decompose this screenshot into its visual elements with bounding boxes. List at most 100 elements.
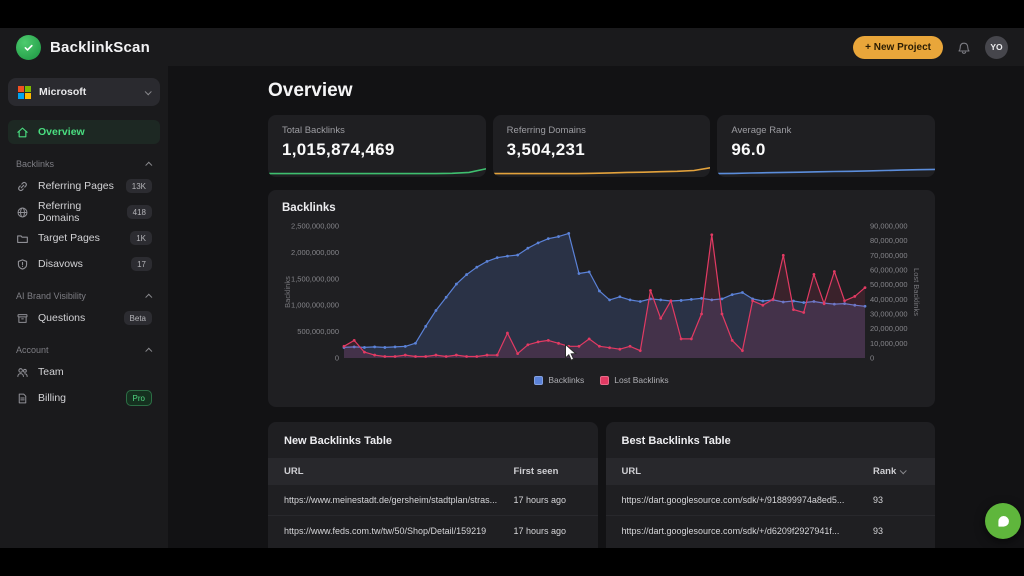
backlinkscan-logo-icon: [16, 34, 41, 60]
count-badge: 1K: [130, 231, 152, 245]
link-icon: [16, 179, 30, 193]
sparkline-chart: [493, 165, 711, 177]
best-backlinks-table: Best Backlinks Table URL Rank https://da…: [605, 422, 936, 548]
column-header-first-seen: First seen: [513, 466, 559, 477]
notifications-bell-icon[interactable]: [956, 39, 972, 55]
sparkline-chart: [717, 165, 935, 177]
sidebar: Microsoft Overview Backlinks: [0, 66, 168, 548]
stat-value: 96.0: [731, 140, 766, 159]
sidebar-item-label: Target Pages: [38, 232, 100, 244]
top-bar-actions: + New Project YO: [853, 35, 1008, 59]
url-cell[interactable]: https://dart.googlesource.com/sdk/+/d620…: [621, 526, 840, 536]
section-backlinks[interactable]: Backlinks: [16, 159, 153, 169]
stat-label: Referring Domains: [506, 125, 586, 136]
new-project-button[interactable]: + New Project: [853, 35, 943, 59]
svg-text:0: 0: [335, 354, 339, 363]
sidebar-item-referring-pages[interactable]: Referring Pages 13K: [8, 174, 160, 198]
svg-text:500,000,000: 500,000,000: [297, 327, 339, 336]
table-row[interactable]: https://dart.googlesource.com/sdk/+/d620…: [605, 515, 935, 546]
svg-text:0: 0: [870, 354, 874, 363]
svg-text:Lost Backlinks: Lost Backlinks: [912, 268, 921, 316]
stat-card-total-backlinks: Total Backlinks 1,015,874,469: [268, 115, 486, 177]
page-title: Overview: [268, 80, 353, 101]
sidebar-item-label: Disavows: [38, 258, 83, 270]
table-row[interactable]: https://www.meinestadt.de/gersheim/stadt…: [268, 485, 598, 515]
chart-legend: Backlinks Lost Backlinks: [282, 375, 921, 385]
svg-text:40,000,000: 40,000,000: [870, 295, 908, 304]
home-icon: [16, 125, 30, 139]
sidebar-item-label: Overview: [38, 126, 85, 138]
sidebar-item-referring-domains[interactable]: Referring Domains 418: [8, 200, 160, 224]
column-header-rank[interactable]: Rank: [873, 466, 919, 477]
url-cell[interactable]: https://www.feds.com.tw/tw/50/Shop/Detai…: [284, 526, 487, 536]
sidebar-item-billing[interactable]: Billing Pro: [8, 386, 160, 410]
archive-icon: [16, 311, 30, 325]
svg-text:2,000,000,000: 2,000,000,000: [291, 248, 339, 257]
sidebar-item-team[interactable]: Team: [8, 360, 160, 384]
chat-launcher-button[interactable]: [985, 503, 1021, 539]
sparkline-chart: [268, 165, 486, 177]
svg-text:10,000,000: 10,000,000: [870, 339, 908, 348]
legend-swatch-icon: [600, 375, 610, 385]
table-header: URL Rank: [605, 458, 935, 485]
url-cell[interactable]: https://www.meinestadt.de/gersheim/stadt…: [284, 495, 498, 505]
count-badge: 418: [126, 205, 152, 219]
chart-title: Backlinks: [282, 202, 336, 214]
table-row[interactable]: https://www.feds.com.tw/tw/50/Shop/Detai…: [268, 515, 598, 546]
stat-cards-row: Total Backlinks 1,015,874,469 Referring …: [268, 115, 936, 177]
legend-item-lost-backlinks[interactable]: Lost Backlinks: [600, 375, 669, 385]
top-bar: BacklinkScan + New Project YO: [0, 28, 1024, 66]
chevron-up-icon: [145, 161, 153, 169]
stat-label: Total Backlinks: [282, 125, 345, 136]
invoice-icon: [16, 391, 30, 405]
rank-cell: 93: [873, 495, 884, 505]
count-badge: 13K: [125, 179, 152, 193]
chat-bubble-icon: [997, 515, 1009, 527]
sidebar-item-questions[interactable]: Questions Beta: [8, 306, 160, 330]
svg-text:50,000,000: 50,000,000: [870, 280, 908, 289]
count-badge: 17: [131, 257, 152, 271]
tables-row: New Backlinks Table URL First seen https…: [268, 422, 935, 548]
stat-value: 1,015,874,469: [282, 140, 395, 159]
sidebar-item-disavows[interactable]: Disavows 17: [8, 252, 160, 276]
pro-badge: Pro: [125, 390, 152, 406]
sidebar-item-label: Referring Domains: [38, 200, 82, 224]
rank-cell: 93: [873, 526, 884, 536]
backlinks-chart-card: Backlinks 0 500,000,000 1,000,000,000 1,500…: [268, 190, 935, 407]
section-label: AI Brand Visibility: [16, 291, 86, 301]
first-seen-cell: 17 hours ago: [513, 495, 567, 505]
users-icon: [16, 365, 30, 379]
svg-text:20,000,000: 20,000,000: [870, 324, 908, 333]
svg-text:1,500,000,000: 1,500,000,000: [291, 274, 339, 283]
user-avatar[interactable]: YO: [985, 35, 1008, 59]
section-ai-brand-visibility[interactable]: AI Brand Visibility: [16, 291, 153, 301]
folder-icon: [16, 231, 30, 245]
chevron-down-icon: [144, 87, 152, 95]
svg-text:2,500,000,000: 2,500,000,000: [291, 222, 339, 231]
project-selector[interactable]: Microsoft: [8, 78, 160, 106]
table-header: URL First seen: [268, 458, 598, 485]
sidebar-item-target-pages[interactable]: Target Pages 1K: [8, 226, 160, 250]
stat-card-referring-domains: Referring Domains 3,504,231: [492, 115, 711, 177]
globe-icon: [16, 205, 30, 219]
legend-item-backlinks[interactable]: Backlinks: [534, 375, 584, 385]
svg-text:Backlinks: Backlinks: [283, 276, 292, 308]
table-title: New Backlinks Table: [284, 435, 393, 447]
section-account[interactable]: Account: [16, 345, 153, 355]
section-label: Backlinks: [16, 159, 55, 169]
sidebar-item-overview[interactable]: Overview: [8, 120, 160, 144]
legend-swatch-icon: [534, 375, 544, 385]
sidebar-item-label: Billing: [38, 392, 67, 404]
legend-label: Lost Backlinks: [614, 375, 669, 385]
column-header-label: Rank: [873, 466, 897, 477]
svg-text:30,000,000: 30,000,000: [870, 310, 908, 319]
table-row[interactable]: https://dart.googlesource.com/sdk/+/9188…: [606, 485, 936, 515]
microsoft-logo-icon: [18, 85, 31, 99]
section-label: Account: [16, 345, 49, 355]
url-cell[interactable]: https://dart.googlesource.com/sdk/+/9188…: [621, 495, 845, 505]
project-name: Microsoft: [39, 86, 87, 98]
chevron-up-icon: [145, 293, 153, 301]
brand-name: BacklinkScan: [50, 38, 150, 56]
new-backlinks-table: New Backlinks Table URL First seen https…: [268, 422, 598, 548]
